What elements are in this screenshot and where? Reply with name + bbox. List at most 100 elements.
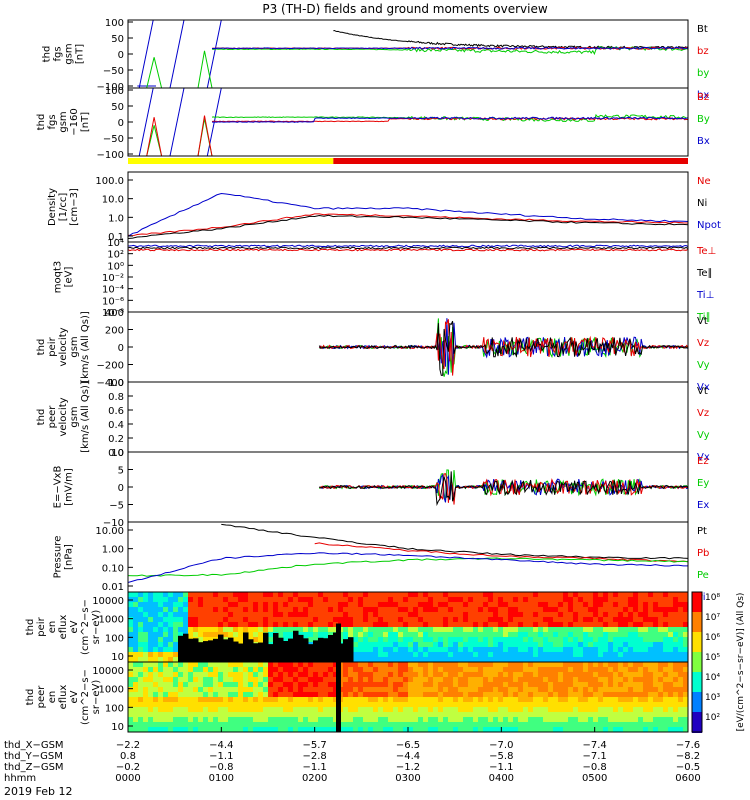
velocity-series	[318, 320, 688, 376]
spectrogram-cell	[223, 612, 229, 618]
spectrogram-cell	[463, 647, 469, 653]
y-axis-label: velocity	[58, 327, 69, 366]
spectrogram-cell	[373, 657, 379, 662]
spectrogram-cell	[408, 677, 414, 683]
spectrogram-cell	[493, 672, 499, 678]
spectrogram-cell	[323, 662, 329, 668]
spectrogram-cell	[433, 597, 439, 603]
spectrogram-cell	[428, 652, 434, 658]
spectrogram-cell	[508, 597, 514, 603]
spectrogram-cell	[353, 672, 359, 678]
spectrogram-cell	[588, 672, 594, 678]
spectrogram-cell	[533, 632, 539, 638]
x-tick-label: −2.8	[303, 751, 327, 762]
spectrogram-cell	[313, 632, 319, 638]
spectrogram-cell	[428, 687, 434, 693]
spectrogram-cell	[168, 607, 174, 613]
spectrogram-cell	[588, 677, 594, 683]
spectrogram-cell	[513, 687, 519, 693]
spectrogram-cell	[578, 657, 584, 662]
spectrogram-cell	[188, 727, 194, 732]
spectrogram-cell	[623, 682, 629, 688]
spectrogram-cell	[543, 597, 549, 603]
spectrogram-cell	[298, 627, 304, 633]
spectrogram-cell	[598, 662, 604, 668]
x-tick-label: −5.7	[303, 740, 327, 751]
spectrogram-cell	[578, 642, 584, 648]
y-tick-label: 0.2	[108, 434, 124, 445]
spectrogram-cell	[528, 622, 534, 628]
spectrogram-cell	[608, 692, 614, 698]
spectrogram-cell	[273, 712, 279, 718]
spectrogram-cell	[423, 697, 429, 703]
spectrogram-cell	[378, 657, 384, 662]
spectrogram-cell	[183, 682, 189, 688]
y-axis-label: en	[47, 691, 58, 704]
spectrogram-cell	[298, 662, 304, 668]
spectrogram-cell	[213, 697, 219, 703]
spectrogram-cell	[503, 607, 509, 613]
spectrogram-cell	[578, 627, 584, 633]
spectrogram-cell	[488, 657, 494, 662]
spectrogram-cell	[678, 687, 684, 693]
x-tick-label: −4.4	[396, 751, 420, 762]
spectrogram-cell	[188, 712, 194, 718]
spectrogram-cell	[293, 627, 299, 633]
spectrogram-cell	[673, 632, 679, 638]
legend-entry: Vt	[697, 386, 708, 397]
spectrogram-cell	[543, 642, 549, 648]
spectrogram-cell	[533, 707, 539, 713]
date-label: 2019 Feb 12	[4, 785, 72, 798]
spectrogram-cell	[428, 727, 434, 732]
spectrogram-cell	[128, 692, 134, 698]
spectrogram-cell	[473, 602, 479, 608]
spectrogram-cell	[508, 627, 514, 633]
spectrogram-cell	[628, 627, 634, 633]
spectrogram-cell	[353, 607, 359, 613]
spectrogram-cell	[653, 642, 659, 648]
spectrogram-cell	[668, 702, 674, 708]
spectrogram-cell	[178, 627, 184, 633]
spectrogram-cell	[173, 727, 179, 732]
spectrogram-cell	[218, 727, 224, 732]
spectrogram-cell	[373, 687, 379, 693]
y-axis-label: thd	[25, 619, 36, 636]
spectrogram-cell	[173, 612, 179, 618]
spectrogram-cell	[678, 662, 684, 668]
spectrogram-cell	[603, 637, 609, 643]
spectrogram-cell	[593, 662, 599, 668]
spectrogram-cell	[208, 702, 214, 708]
spectrogram-cell	[683, 627, 688, 633]
spectrogram-cell	[568, 627, 574, 633]
spectrogram-cell	[423, 637, 429, 643]
spectrogram-cell	[563, 617, 569, 623]
spectrogram-cell	[523, 727, 529, 732]
spectrogram-cell	[633, 652, 639, 658]
spectrogram-cell	[518, 652, 524, 658]
spectrogram-cell	[383, 687, 389, 693]
spectrogram-cell	[463, 617, 469, 623]
spectrogram-cell	[138, 692, 144, 698]
spectrogram-cell	[133, 712, 139, 718]
spectrogram-cell	[618, 602, 624, 608]
spectrogram-cell	[603, 677, 609, 683]
spectrogram-cell	[603, 697, 609, 703]
spectrogram-cell	[488, 692, 494, 698]
spectrogram-cell	[393, 712, 399, 718]
spectrogram-cell	[303, 717, 309, 723]
spectrogram-cell	[258, 677, 264, 683]
spectrogram-cell	[613, 632, 619, 638]
spectrogram-cell	[663, 592, 669, 598]
spectrogram-cell	[293, 707, 299, 713]
spectrogram-cell	[528, 647, 534, 653]
spectrogram-cell	[393, 622, 399, 628]
spectrogram-cell	[488, 697, 494, 703]
spectrogram-cell	[243, 602, 249, 608]
spectrogram-cell	[198, 677, 204, 683]
spectrogram-cell	[148, 627, 154, 633]
spectrogram-cell	[318, 592, 324, 598]
spectrogram-cell	[643, 722, 649, 728]
spectrogram-cell	[598, 642, 604, 648]
spectrogram-cell	[358, 717, 364, 723]
